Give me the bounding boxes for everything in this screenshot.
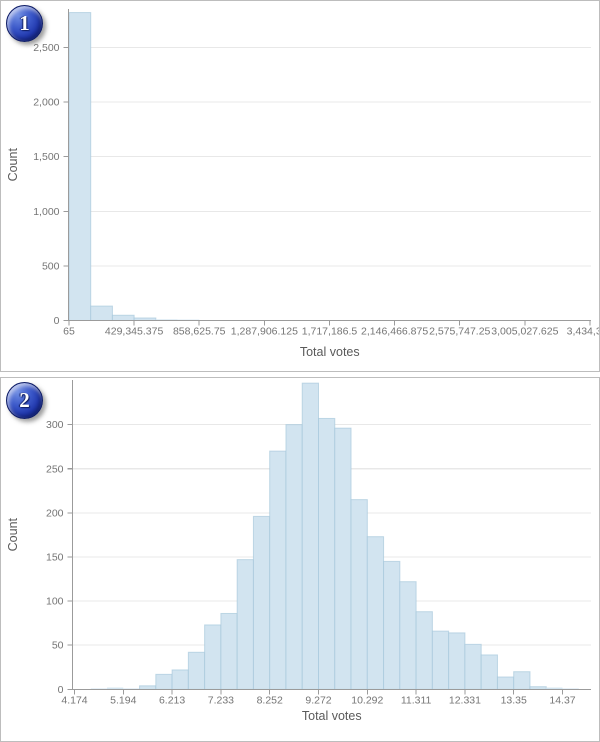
y-tick-label: 1,500: [33, 151, 59, 163]
histogram-bar: [546, 687, 563, 690]
y-tick-label: 2,000: [33, 97, 59, 109]
histogram-bar: [513, 671, 531, 690]
x-tick-label: 429,345.375: [105, 326, 164, 338]
x-tick-label: 10.292: [351, 694, 383, 706]
y-tick-label: 300: [46, 419, 64, 431]
x-tick-label: 65: [63, 326, 75, 338]
histogram-bar: [107, 687, 124, 690]
chart-1-plot: 0 500 1,000 1,500 2,000 2,500 65 429,345.375 858…: [6, 9, 599, 359]
y-tick-label: 0: [58, 684, 64, 696]
y-tick-label: 250: [46, 463, 64, 475]
x-tick-label: 7.233: [208, 694, 234, 706]
histogram-bar: [111, 314, 135, 321]
y-tick-label: 200: [46, 507, 64, 519]
histogram-bar: [350, 499, 368, 690]
histogram-bar: [171, 669, 189, 690]
histogram-bar: [415, 611, 433, 690]
y-tick-label: 2,500: [33, 42, 59, 54]
chart-2-badge: 2: [6, 382, 43, 419]
histogram-bar: [204, 624, 222, 690]
histogram-bar: [480, 654, 498, 690]
x-tick-label: 14.37: [549, 694, 575, 706]
histogram-bar: [334, 427, 352, 690]
histogram-bar: [139, 685, 157, 690]
x-axis-title: Total votes: [300, 345, 360, 359]
y-axis-title: Count: [6, 517, 20, 551]
x-tick-label: 11.311: [401, 694, 432, 706]
histogram-bar: [464, 643, 482, 690]
x-tick-label: 2,146,466.875: [361, 326, 428, 338]
y-tick-label: 100: [46, 596, 64, 608]
histogram-bar: [383, 560, 401, 690]
histogram-bar: [285, 424, 303, 690]
x-tick-label: 858,625.75: [173, 326, 226, 338]
histogram-bar: [399, 581, 417, 690]
x-tick-label: 4.174: [61, 694, 87, 706]
x-tick-label: 2,575,747.25: [429, 326, 490, 338]
y-tick-label: 150: [46, 551, 64, 563]
histogram-bar: [155, 673, 173, 690]
histogram-bar: [431, 630, 450, 690]
chart-2-plot: 0 50 100 150 200 250 300 4.174 5.194 6.213 7.233 8.…: [6, 380, 591, 723]
y-tick-label: 500: [42, 260, 60, 272]
y-tick-label: 1,000: [33, 206, 59, 218]
histogram-bar: [236, 559, 254, 690]
chart-1-badge-number: 1: [19, 11, 30, 35]
histogram-bar: [448, 632, 466, 690]
histogram-bar: [301, 382, 320, 690]
histogram-bar: [252, 515, 271, 690]
x-tick-label: 5.194: [110, 694, 136, 706]
histogram-bar: [68, 12, 92, 321]
histogram-bar: [269, 450, 287, 690]
histogram-bar: [187, 651, 206, 690]
x-tick-label: 3,434,308: [567, 326, 599, 338]
histogram-bar: [496, 676, 515, 690]
y-axis-title: Count: [6, 148, 20, 182]
y-tick-label: 50: [52, 640, 64, 652]
x-tick-label: 12.331: [449, 694, 481, 706]
histogram-bar: [366, 536, 385, 690]
histogram-bar: [155, 319, 178, 321]
chart-1-badge: 1: [6, 5, 43, 42]
chart-2-badge-number: 2: [19, 388, 30, 412]
x-tick-label: 6.213: [159, 694, 185, 706]
x-tick-label: 13.35: [501, 694, 527, 706]
x-axis-title: Total votes: [302, 709, 362, 723]
histogram-bar: [318, 417, 336, 690]
chart-2-panel: 2 0 50 100 150 200 250 300 4.174 5.194 6.213 7.233…: [0, 377, 600, 742]
chart-1-panel: 1 0 500 1,000 1,500 2,000 2,500 65 429,345.375 8…: [0, 0, 600, 372]
x-tick-label: 1,717,186.5: [302, 326, 358, 338]
x-tick-label: 1,287,906.125: [231, 326, 298, 338]
x-tick-label: 3,005,027.625: [491, 326, 558, 338]
histogram-bar: [90, 305, 113, 322]
x-tick-label: 9.272: [305, 694, 331, 706]
y-tick-label: 0: [54, 315, 60, 327]
x-tick-label: 8.252: [257, 694, 283, 706]
histogram-bar: [220, 612, 238, 690]
